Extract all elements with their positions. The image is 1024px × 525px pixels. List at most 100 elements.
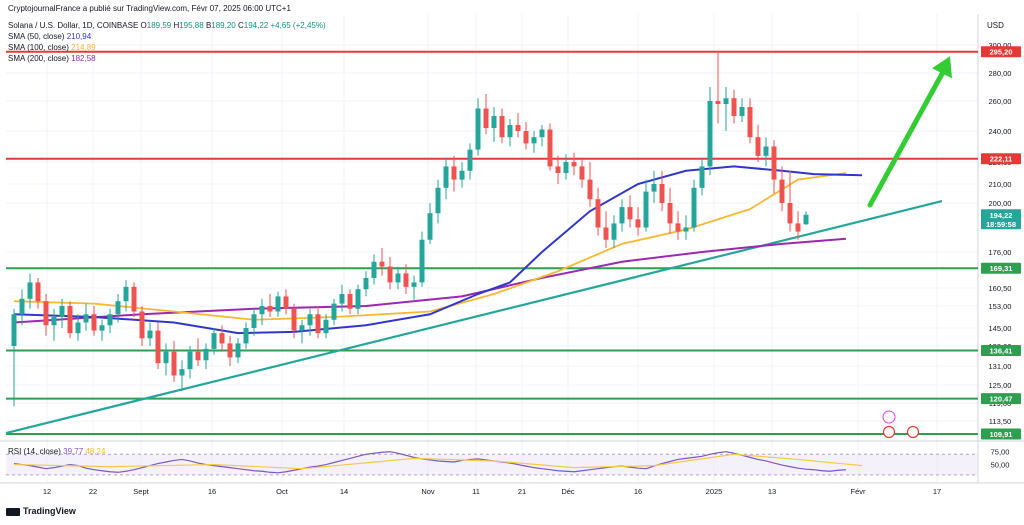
candle-up	[187, 351, 193, 370]
candle-up	[435, 187, 441, 214]
candle-down	[731, 98, 737, 116]
price-tick-label: 125,00	[989, 381, 1012, 390]
candle-down	[659, 184, 665, 203]
candle-down	[547, 129, 553, 167]
price-badge-green	[981, 345, 1021, 357]
candle-down	[779, 179, 785, 203]
sma50-label: SMA (50, close)	[8, 32, 65, 41]
candle-down	[43, 301, 49, 326]
ohlc-change: +4,65 (+2,45%)	[270, 21, 326, 30]
candle-down	[483, 108, 489, 128]
candle-down	[139, 311, 145, 339]
rsi-tick-label: 50,00	[991, 461, 1010, 470]
time-tick-label: 21	[518, 487, 526, 496]
candle-up	[531, 137, 537, 144]
price-badge-label: 222,11	[990, 155, 1013, 164]
sma100-legend[interactable]: SMA (100, close) 214,89	[8, 42, 96, 53]
sma200-label: SMA (200, close)	[8, 54, 69, 63]
ohlc-open-value: 189,59	[146, 21, 172, 30]
price-badge-label: 136,41	[990, 347, 1013, 356]
price-badge-green	[981, 262, 1021, 274]
time-tick-label: 11	[472, 487, 480, 496]
publisher-caption: CryptojournalFrance a publié sur Trading…	[8, 3, 291, 14]
candle-down	[195, 351, 201, 361]
candle-up	[355, 289, 361, 309]
candle-down	[787, 203, 793, 224]
candle-up	[699, 166, 705, 188]
sma100-label: SMA (100, close)	[8, 43, 69, 52]
candle-down	[595, 199, 601, 228]
time-tick-label: 22	[89, 487, 97, 496]
candle-up	[323, 319, 329, 334]
candle-up	[147, 330, 153, 339]
currency-text: USD	[987, 21, 1004, 30]
sma100-line	[13, 172, 847, 321]
candle-down	[387, 266, 393, 283]
candle-down	[347, 294, 353, 309]
candle-up	[707, 101, 713, 167]
candle-down	[571, 162, 577, 167]
candle-up	[115, 301, 121, 315]
time-tick-label: Sept	[133, 487, 149, 496]
candle-down	[219, 333, 225, 344]
us-event-icon	[882, 425, 896, 439]
candle-down	[771, 146, 777, 180]
candle-up	[419, 239, 425, 283]
price-tick-label: 113,50	[989, 417, 1011, 426]
ohlc-high-label: H	[173, 21, 180, 30]
candle-up	[163, 351, 169, 364]
candle-up	[363, 277, 369, 290]
candle-up	[491, 116, 497, 128]
price-badge-label: 194,22	[990, 211, 1013, 220]
candle-up	[243, 328, 249, 344]
price-tick-label: 240,00	[989, 127, 1012, 136]
ohlc-high-value: 195,88	[179, 21, 204, 30]
candle-down	[267, 306, 273, 312]
symbol-line[interactable]: Solana / U.S. Dollar, 1D, COINBASE O189,…	[8, 20, 326, 31]
time-tick-label: 16	[208, 487, 216, 496]
price-badge-current	[981, 209, 1021, 230]
candle-up	[259, 306, 265, 315]
ohlc-open-label: O	[140, 21, 147, 30]
candle-up	[123, 286, 129, 302]
candle-up	[723, 98, 729, 104]
candle-up	[803, 214, 809, 225]
currency-label[interactable]: USD	[987, 21, 1004, 30]
sma50-legend[interactable]: SMA (50, close) 210,94	[8, 31, 91, 42]
candle-up	[51, 317, 57, 326]
candle-up	[331, 303, 337, 320]
candle-down	[667, 203, 673, 224]
price-tick-label: 131,00	[989, 362, 1012, 371]
candle-up	[59, 306, 65, 317]
price-tick-label: 160,50	[989, 284, 1012, 293]
symbol-name[interactable]: Solana / U.S. Dollar, 1D, COINBASE	[8, 21, 139, 30]
candle-up	[11, 314, 17, 346]
candle-down	[379, 261, 385, 267]
time-tick-label: 2025	[706, 487, 723, 496]
candle-down	[131, 286, 137, 312]
price-badge-label: 295,20	[990, 48, 1013, 57]
price-tick-label: 176,00	[989, 248, 1012, 257]
candle-down	[451, 166, 457, 180]
candle-down	[155, 330, 161, 364]
ohlc-low-label: B	[205, 21, 212, 30]
price-badge-green	[981, 428, 1021, 440]
candle-up	[275, 296, 281, 312]
sma200-legend[interactable]: SMA (200, close) 182,58	[8, 53, 96, 64]
candle-up	[507, 125, 513, 138]
candle-up	[203, 348, 209, 361]
time-tick-label: Oct	[276, 487, 289, 496]
price-tick-label: 300,00	[989, 41, 1012, 50]
rsi-tick-label: 75,00	[991, 448, 1010, 457]
rsi-legend[interactable]: RSI (14, close) 39,77 48,24	[8, 446, 105, 457]
rsi-label: RSI (14, close)	[8, 447, 61, 456]
candle-up	[427, 213, 433, 240]
candle-up	[467, 149, 473, 171]
bullish-arrow-shaft	[867, 67, 947, 208]
rsi-ma-value: 48,24	[85, 447, 106, 456]
candle-up	[83, 314, 89, 323]
price-badge-label: 120,47	[990, 395, 1013, 404]
